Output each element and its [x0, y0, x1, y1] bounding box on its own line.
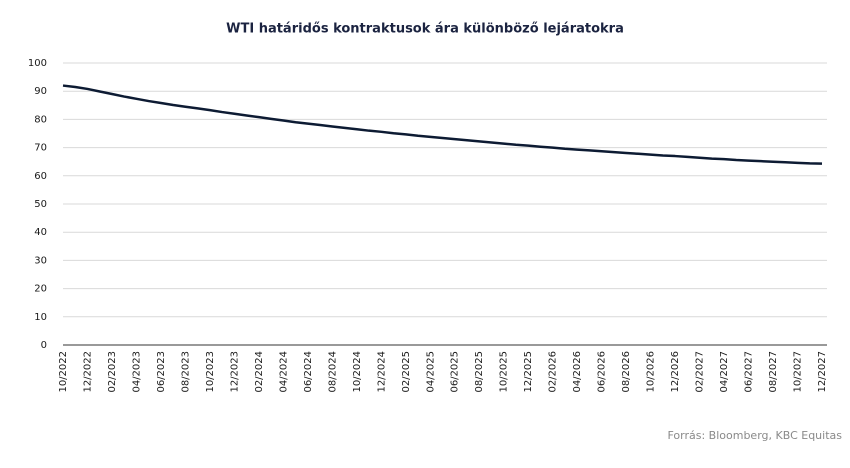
- y-tick-label: 50: [34, 199, 47, 210]
- y-tick-label: 20: [34, 284, 47, 295]
- x-tick-label: 10/2024: [352, 351, 363, 393]
- x-tick-label: 06/2024: [303, 351, 314, 393]
- x-tick-label: 08/2023: [180, 351, 191, 393]
- x-tick-label: 06/2025: [450, 351, 461, 393]
- x-tick-label: 02/2025: [401, 351, 412, 393]
- x-tick-label: 10/2025: [499, 351, 510, 393]
- y-tick-label: 10: [34, 312, 47, 323]
- x-tick-label: 12/2026: [670, 351, 681, 393]
- y-tick-label: 0: [41, 340, 47, 351]
- x-tick-label: 12/2022: [82, 351, 93, 393]
- y-tick-label: 60: [34, 171, 47, 182]
- y-tick-label: 90: [34, 86, 47, 97]
- x-tick-label: 08/2026: [621, 351, 632, 393]
- x-tick-label: 08/2027: [768, 351, 779, 393]
- x-tick-label: 10/2022: [58, 351, 69, 393]
- x-tick-label: 08/2025: [474, 351, 485, 393]
- x-tick-label: 04/2024: [278, 351, 289, 393]
- line-series: [62, 84, 823, 165]
- x-tick-label: 04/2027: [719, 351, 730, 393]
- x-tick-label: 12/2027: [817, 351, 828, 393]
- x-tick-label: 02/2024: [254, 351, 265, 393]
- y-tick-label: 70: [34, 143, 47, 154]
- y-tick-label: 100: [28, 58, 47, 69]
- x-tick-label: 06/2027: [744, 351, 755, 393]
- source-note: Forrás: Bloomberg, KBC Equitas: [667, 429, 842, 442]
- x-tick-label: 08/2024: [327, 351, 338, 393]
- x-tick-label: 02/2023: [107, 351, 118, 393]
- x-tick-label: 10/2026: [646, 351, 657, 393]
- x-tick-label: 04/2023: [131, 351, 142, 393]
- x-tick-label: 12/2024: [376, 351, 387, 393]
- y-tick-label: 80: [34, 114, 47, 125]
- x-tick-label: 04/2025: [425, 351, 436, 393]
- y-tick-label: 30: [34, 255, 47, 266]
- y-tick-label: 40: [34, 227, 47, 238]
- x-tick-label: 06/2023: [156, 351, 167, 393]
- x-tick-label: 12/2023: [229, 351, 240, 393]
- x-tick-label: 12/2025: [523, 351, 534, 393]
- chart-title: WTI határidős kontraktusok ára különböző…: [226, 22, 624, 37]
- x-tick-label: 02/2027: [695, 351, 706, 393]
- x-tick-label: 10/2023: [205, 351, 216, 393]
- x-tick-label: 10/2027: [793, 351, 804, 393]
- x-tick-label: 02/2026: [548, 351, 559, 393]
- x-tick-label: 04/2026: [572, 351, 583, 393]
- x-tick-label: 06/2026: [597, 351, 608, 393]
